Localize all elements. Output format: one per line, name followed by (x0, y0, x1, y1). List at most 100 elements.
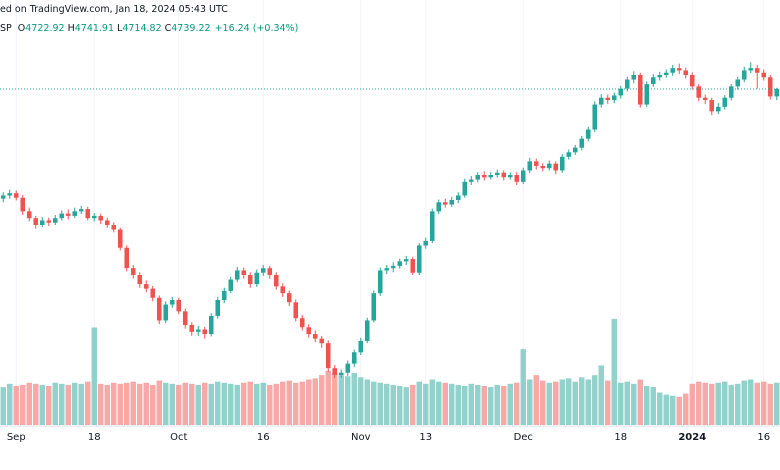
candle-body (741, 70, 747, 80)
candle-body (20, 197, 26, 212)
candle-body (150, 288, 156, 298)
candle-body (111, 225, 117, 230)
x-tick-label: Nov (351, 432, 371, 443)
volume-bar (332, 373, 338, 425)
volume-bar (338, 375, 344, 425)
candle-body (702, 97, 708, 100)
candle-body (338, 372, 344, 375)
volume-bar (774, 382, 780, 425)
candle-body (117, 229, 123, 248)
source-line: ed on TradingView.com, Jan 18, 2024 05:4… (0, 4, 228, 15)
volume-bar (657, 392, 663, 425)
volume-bar (748, 379, 754, 425)
candle-body (267, 268, 273, 275)
candle-body (234, 270, 240, 280)
candle-body (169, 300, 175, 305)
volume-bar (663, 394, 669, 425)
volume-bar (689, 383, 695, 425)
volume-bar (397, 386, 403, 425)
candle-body (592, 104, 598, 130)
volume-bar (293, 382, 299, 425)
volume-bar (72, 382, 78, 425)
candle-body (254, 272, 260, 285)
candle-body (195, 329, 201, 332)
volume-bar (384, 383, 390, 425)
candle-body (397, 261, 403, 266)
candle-body (130, 268, 136, 275)
volume-bar (546, 382, 552, 425)
candle-body (299, 318, 305, 328)
volume-bar (65, 384, 71, 425)
volume-bar (449, 383, 455, 425)
volume-bar (722, 381, 728, 425)
volume-bar (429, 379, 435, 425)
candle-body (605, 97, 611, 100)
candle-body (696, 86, 702, 98)
candle-body (553, 163, 559, 171)
candle-body (65, 213, 71, 216)
volume-bar (423, 383, 429, 425)
candle-body (33, 218, 39, 225)
candle-body (670, 68, 676, 73)
volume-bar (442, 382, 448, 425)
volume-bar (728, 384, 734, 425)
volume-bar (143, 382, 149, 425)
volume-bar (150, 384, 156, 425)
candle-body (260, 268, 266, 273)
candle-body (403, 259, 409, 262)
volume-bar (540, 380, 546, 425)
candle-body (689, 75, 695, 87)
candle-body (715, 106, 721, 112)
volume-bar (33, 383, 39, 425)
volume-bar (696, 381, 702, 425)
candle-body (286, 293, 292, 303)
candle-body (423, 240, 429, 246)
candle-body (767, 77, 773, 97)
candle-body (85, 209, 91, 219)
volume-bar (403, 387, 409, 425)
volume-bar (637, 379, 643, 425)
candle-body (7, 193, 13, 196)
volume-bar (735, 383, 741, 425)
candle-body (533, 161, 539, 166)
candle-body (189, 325, 195, 332)
candle-body (52, 218, 58, 223)
volume-bar (78, 383, 84, 425)
candle-body (13, 193, 19, 198)
volume-bar (130, 381, 136, 425)
candle-body (475, 175, 481, 180)
candle-body (124, 247, 130, 269)
candle-body (72, 211, 78, 216)
volume-bar (91, 327, 97, 425)
volume-bar (585, 379, 591, 425)
candle-body (98, 215, 104, 221)
volume-bar (176, 384, 182, 425)
ohlc-key: H (67, 23, 75, 34)
candle-body (442, 202, 448, 205)
volume-bar (702, 382, 708, 425)
volume-bar (618, 382, 624, 425)
change: +16.24 (+0.34%) (214, 23, 299, 34)
candle-body (351, 352, 357, 364)
volume-bar (39, 384, 45, 425)
volume-bar (98, 383, 104, 425)
candle-body (540, 165, 546, 169)
volume-bar (475, 384, 481, 425)
candle-body (104, 220, 110, 225)
volume-bar (156, 380, 162, 425)
candle-body (631, 75, 637, 80)
candle-body (39, 220, 45, 225)
volume-bar (0, 387, 6, 425)
volume-bar (195, 384, 201, 425)
volume-bar (416, 381, 422, 425)
volume-bar (20, 384, 26, 425)
volume-bar (579, 377, 585, 425)
volume-bar (455, 384, 461, 425)
volume-bar (598, 365, 604, 425)
x-tick-label: 18 (88, 432, 101, 443)
volume-bar (520, 349, 526, 425)
candle-body (624, 79, 630, 89)
volume-bar (26, 382, 32, 425)
volume-bar (273, 383, 279, 425)
candle-body (559, 156, 565, 171)
